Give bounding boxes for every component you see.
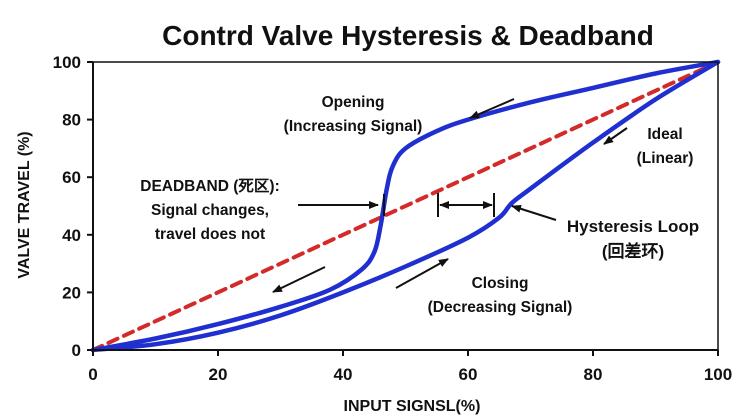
deadband-label: DEADBAND (死区): [140, 177, 280, 195]
y-tick-label: 20 [62, 283, 81, 302]
x-axis-label: INPUT SIGNSL(%) [344, 398, 481, 415]
y-tick-label: 60 [62, 168, 81, 187]
opening-sublabel: (Increasing Signal) [284, 118, 423, 135]
x-tick-label: 60 [459, 365, 478, 384]
ideal-label: Ideal [647, 126, 682, 143]
x-tick-label: 20 [209, 365, 228, 384]
opening-arrow [469, 98, 515, 119]
ideal-sublabel: (Linear) [637, 150, 694, 167]
hysteresis-sublabel: (回差环) [602, 241, 664, 261]
closing-curve-series [90, 59, 721, 353]
closing-label: Closing [472, 275, 529, 292]
y-tick-label: 0 [72, 341, 81, 360]
hysteresis-arrow [511, 204, 557, 221]
opening-label: Opening [322, 94, 385, 111]
deadband-line-3: travel does not [155, 226, 265, 243]
y-tick-label: 80 [62, 111, 81, 130]
x-tick-label: 0 [88, 365, 97, 384]
hysteresis-label: Hysteresis Loop [567, 217, 699, 236]
plot-area [90, 59, 721, 353]
x-tick-label: 80 [584, 365, 603, 384]
deadband-line-2: Signal changes, [151, 202, 269, 219]
axis-ticks: 0 20 40 60 80 100 0 20 40 60 80 100 [53, 53, 733, 384]
ideal-linear-series [91, 60, 720, 352]
closing-arrow [395, 258, 449, 289]
x-tick-label: 40 [334, 365, 353, 384]
chart-title: Contrd Valve Hysteresis & Deadband [162, 20, 654, 51]
closing-sublabel: (Decreasing Signal) [428, 299, 573, 316]
y-tick-label: 40 [62, 226, 81, 245]
opening-curve-series [90, 59, 721, 353]
ideal-arrow [603, 127, 628, 145]
deadband-curve-arrow [272, 266, 326, 293]
y-tick-label: 100 [53, 53, 81, 72]
y-axis-label: VALVE TRAVEL (%) [16, 131, 33, 278]
x-tick-label: 100 [704, 365, 732, 384]
